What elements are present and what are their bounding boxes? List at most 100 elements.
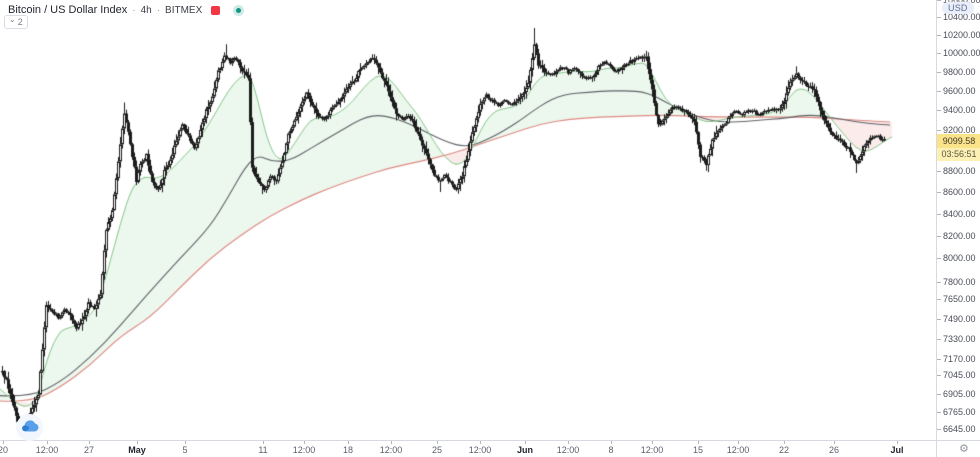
price-tick-mark [937,429,941,430]
price-tick-mark [937,319,941,320]
time-tick-mark [304,441,305,444]
legend-separator: · [132,4,136,16]
time-axis-label: Jul [890,445,904,455]
collapsed-indicators-chip[interactable]: ⌄ 2 [4,15,28,29]
time-axis[interactable]: 20 12:00 27 May 5 11 12:00 18 12:00 25 12:00 Jun 12:… [0,440,936,457]
time-tick-mark [263,441,264,444]
price-tick-mark [937,339,941,340]
price-tick-mark [937,359,941,360]
time-axis-label: Jun [516,445,534,455]
time-tick-mark [738,441,739,444]
price-tick-label: 7800.00 [943,277,976,287]
price-axis[interactable]: 10600.0010400.0010200.0010000.009800.009… [936,0,980,440]
price-tick-label: 8000.00 [943,253,976,263]
price-tick-label: 9800.00 [943,67,976,77]
price-tick-label: 6765.00 [943,407,976,417]
price-tick-mark [937,91,941,92]
price-tick-label: 10400.00 [943,12,980,22]
time-tick-mark [47,441,48,444]
price-tick-label: 8800.00 [943,166,976,176]
chart-legend[interactable]: Bitcoin / US Dollar Index · 4h · BITMEX [8,4,245,16]
exchange-label[interactable]: BITMEX [165,4,203,16]
flag-icon [211,5,221,15]
price-tick-mark [937,192,941,193]
price-tick-mark [937,35,941,36]
price-tick-label: 9200.00 [943,125,976,135]
price-tick-mark [937,236,941,237]
chevron-down-icon: ⌄ [9,15,16,24]
gear-icon[interactable]: ⚙ [959,443,969,455]
price-tick-label: 8600.00 [943,187,976,197]
symbol-title[interactable]: Bitcoin / US Dollar Index [8,4,128,16]
time-axis-label: 27 [83,445,95,455]
price-tick-label: 6905.00 [943,389,976,399]
time-tick-mark [437,441,438,444]
time-tick-mark [652,441,653,444]
time-axis-label: 15 [692,445,704,455]
price-tick-mark [937,110,941,111]
price-tick-mark [937,299,941,300]
time-axis-label: 5 [182,445,188,455]
interval-label[interactable]: 4h [140,4,152,16]
time-axis-label: 12:00 [379,445,403,455]
time-axis-label: 12:00 [556,445,580,455]
price-tick-label: 7330.00 [943,334,976,344]
time-axis-label: 12:00 [640,445,664,455]
time-axis-label: 12:00 [292,445,316,455]
time-axis-label: 12:00 [35,445,59,455]
time-axis-label: 18 [342,445,354,455]
time-tick-mark [89,441,90,444]
price-tick-mark [937,214,941,215]
price-tick-mark [937,258,941,259]
time-tick-mark [185,441,186,444]
price-tick-label: 9400.00 [943,105,976,115]
time-axis-label: 25 [431,445,443,455]
bar-countdown-label: 03:56:51 [937,148,980,161]
time-axis-label: 12:00 [468,445,492,455]
time-axis-label: May [128,445,146,455]
time-tick-mark [611,441,612,444]
time-axis-label: 8 [608,445,614,455]
price-tick-mark [937,0,941,1]
price-tick-label: 6645.00 [943,424,976,434]
price-tick-label: 7170.00 [943,354,976,364]
time-tick-mark [3,441,4,444]
time-tick-mark [897,441,898,444]
time-tick-mark [525,441,526,444]
price-tick-label: 10200.00 [943,30,980,40]
time-tick-mark [834,441,835,444]
axis-corner: ⚙ [936,440,980,457]
price-tick-mark [937,375,941,376]
price-tick-mark [937,394,941,395]
price-chart-canvas[interactable] [0,0,935,440]
time-tick-mark [348,441,349,444]
indicators-count: 2 [17,17,23,27]
price-tick-mark [937,17,941,18]
time-axis-label: 22 [778,445,790,455]
price-tick-label: 8200.00 [943,231,976,241]
currency-badge[interactable]: USD [942,2,974,14]
price-tick-mark [937,282,941,283]
connection-status-icon [233,4,245,16]
price-tick-label: 7650.00 [943,294,976,304]
legend-separator: · [156,4,161,16]
price-tick-mark [937,130,941,131]
price-tick-label: 7045.00 [943,370,976,380]
time-tick-mark [784,441,785,444]
price-tick-label: 9600.00 [943,86,976,96]
price-tick-mark [937,72,941,73]
price-tick-label: 8400.00 [943,209,976,219]
time-tick-mark [698,441,699,444]
time-tick-mark [480,441,481,444]
time-axis-label: 26 [828,445,840,455]
cloud-icon [21,419,39,437]
time-tick-mark [568,441,569,444]
cloud-button[interactable] [16,414,43,441]
time-axis-label: 11 [258,445,268,455]
price-tick-mark [937,53,941,54]
time-axis-label: 20 [0,445,9,455]
price-tick-label: 7490.00 [943,314,976,324]
price-tick-mark [937,412,941,413]
time-tick-mark [137,441,138,444]
